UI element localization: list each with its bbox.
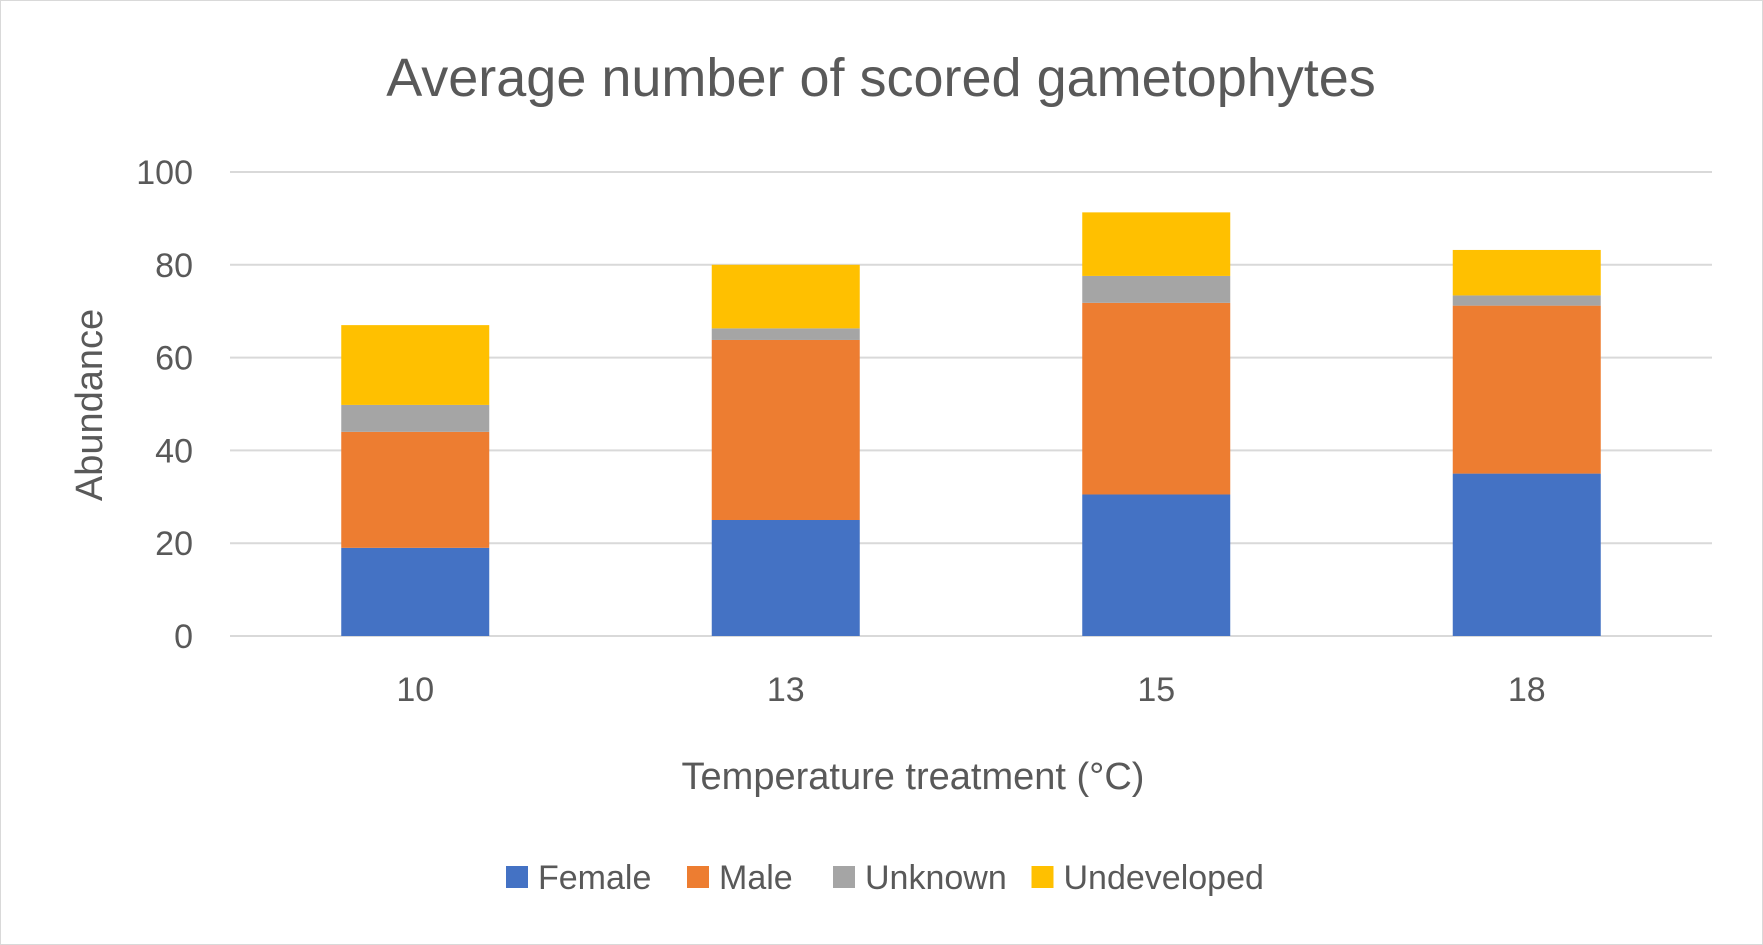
x-axis-ticks: 10 13 15 18 [396, 671, 1545, 709]
y-tick-label: 20 [155, 525, 193, 563]
bar-segment-male [341, 431, 490, 548]
legend: Female Male Unknown Undeveloped [506, 859, 1264, 897]
bar-segment-male [711, 339, 860, 520]
bar-segment-female [1082, 494, 1231, 636]
x-axis-title: Temperature treatment (°C) [682, 756, 1145, 798]
y-tick-label: 0 [174, 618, 193, 656]
legend-label-unknown: Unknown [865, 859, 1007, 897]
bar-segment-undeveloped [1082, 212, 1231, 276]
y-tick-label: 80 [155, 247, 193, 285]
x-tick-label: 15 [1137, 671, 1175, 709]
bar-segment-male [1082, 302, 1231, 495]
legend-label-female: Female [538, 859, 651, 897]
legend-swatch-unknown [833, 866, 855, 888]
bar-segment-undeveloped [711, 264, 860, 329]
y-tick-label: 40 [155, 432, 193, 470]
bar-segment-undeveloped [341, 325, 490, 405]
legend-swatch-male [687, 866, 709, 888]
y-tick-label: 100 [136, 154, 193, 192]
y-axis-ticks: 0 20 40 60 80 100 [136, 154, 193, 656]
legend-label-undeveloped: Undeveloped [1064, 859, 1264, 897]
bar-segment-female [1452, 473, 1601, 636]
bar-segment-unknown [1082, 275, 1231, 303]
legend-label-male: Male [719, 859, 793, 897]
bar-segment-female [341, 547, 490, 636]
bar-segment-undeveloped [1452, 249, 1601, 296]
y-axis-title: Abundance [69, 309, 111, 501]
legend-swatch-undeveloped [1031, 866, 1054, 888]
bar-segment-unknown [1452, 295, 1601, 306]
bar-segment-unknown [341, 404, 490, 432]
bar-segment-female [711, 520, 860, 636]
x-tick-label: 10 [396, 671, 434, 709]
y-tick-label: 60 [155, 340, 193, 378]
x-tick-label: 13 [767, 671, 805, 709]
bar-segment-male [1452, 305, 1601, 474]
chart-title: Average number of scored gametophytes [386, 48, 1376, 108]
x-tick-label: 18 [1508, 671, 1546, 709]
bars [341, 212, 1601, 636]
bar-segment-unknown [711, 328, 860, 340]
legend-swatch-female [506, 866, 528, 888]
